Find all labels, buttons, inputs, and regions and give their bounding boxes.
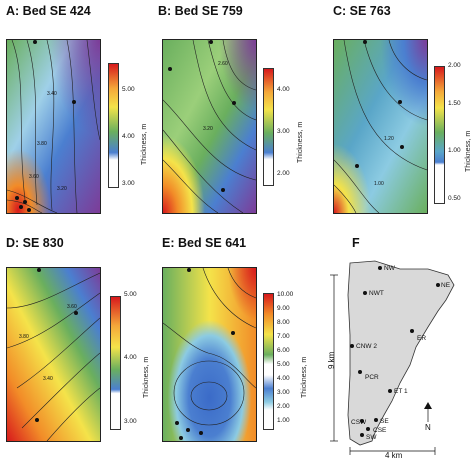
contour-label: 3.40 bbox=[47, 91, 57, 97]
panel-e-tick-7: 3.00 bbox=[277, 389, 290, 396]
site-label-et1: ET 1 bbox=[394, 388, 408, 395]
panel-e-tick-2: 8.00 bbox=[277, 319, 290, 326]
panel-c-tick-1: 1.50 bbox=[448, 100, 461, 107]
panel-f-title: F bbox=[352, 236, 360, 250]
panel-d-tick-0: 5.00 bbox=[124, 291, 137, 298]
contour-label: 3.60 bbox=[67, 304, 77, 310]
panel-d-colorbar bbox=[110, 296, 121, 430]
panel-d-tick-1: 4.00 bbox=[124, 354, 137, 361]
panel-c-colorbar-label: Thickness, m bbox=[465, 130, 472, 172]
panel-c-map: 1.20 1.00 bbox=[333, 39, 428, 214]
panel-b-tick-2: 2.00 bbox=[277, 170, 290, 177]
contour-label: 3.40 bbox=[43, 376, 53, 382]
panel-c-title: C: SE 763 bbox=[333, 4, 391, 18]
panel-e-tick-5: 5.00 bbox=[277, 361, 290, 368]
panel-c-tick-3: 0.50 bbox=[448, 195, 461, 202]
panel-e-tick-3: 7.00 bbox=[277, 333, 290, 340]
panel-b-tick-0: 4.00 bbox=[277, 86, 290, 93]
contour-label: 3.60 bbox=[29, 174, 39, 180]
contour-label: 3.20 bbox=[57, 186, 67, 192]
panel-e-colorbar bbox=[263, 293, 274, 430]
panel-e-tick-8: 2.00 bbox=[277, 403, 290, 410]
panel-d-map: 3.60 3.80 3.40 bbox=[6, 267, 101, 442]
panel-c-tick-2: 1.00 bbox=[448, 147, 461, 154]
panel-d-title: D: SE 830 bbox=[6, 236, 64, 250]
site-label-cse: CSE bbox=[373, 427, 387, 434]
panel-e-title: E: Bed SE 641 bbox=[162, 236, 247, 250]
panel-e-tick-6: 4.00 bbox=[277, 375, 290, 382]
panel-e-tick-4: 6.00 bbox=[277, 347, 290, 354]
panel-a-colorbar bbox=[108, 63, 119, 188]
panel-b-colorbar-label: Thickness, m bbox=[297, 121, 304, 163]
site-label-er: ER bbox=[417, 335, 427, 342]
site-label-ne: NE bbox=[441, 282, 451, 289]
panel-e-map bbox=[162, 267, 257, 442]
scale-horizontal-label: 4 km bbox=[385, 451, 403, 460]
panel-a-tick-2: 3.00 bbox=[122, 180, 135, 187]
contour-label: 3.80 bbox=[37, 141, 47, 147]
contour-label: 1.00 bbox=[374, 181, 384, 187]
site-map bbox=[320, 255, 470, 457]
panel-c-colorbar bbox=[434, 66, 445, 204]
contour-label: 1.20 bbox=[384, 136, 394, 142]
site-label-cnw2: CNW 2 bbox=[356, 343, 377, 350]
contour-label: 2.60 bbox=[218, 61, 228, 67]
panel-e-colorbar-label: Thickness, m bbox=[301, 356, 308, 398]
site-label-nw: NW bbox=[384, 265, 395, 272]
panel-b-title: B: Bed SE 759 bbox=[158, 4, 243, 18]
panel-e-tick-9: 1.00 bbox=[277, 417, 290, 424]
panel-a-title: A: Bed SE 424 bbox=[6, 4, 91, 18]
panel-a-tick-1: 4.00 bbox=[122, 133, 135, 140]
site-label-sw: SW bbox=[366, 434, 377, 441]
panel-a-map: 3.40 3.80 3.60 3.20 bbox=[6, 39, 101, 214]
north-label: N bbox=[425, 423, 431, 432]
panel-e-tick-1: 9.00 bbox=[277, 305, 290, 312]
contour-label: 3.80 bbox=[19, 334, 29, 340]
panel-b-colorbar bbox=[263, 68, 274, 186]
panel-b-tick-1: 3.00 bbox=[277, 128, 290, 135]
scale-vertical-label: 9 km bbox=[327, 351, 336, 369]
site-label-pcr: PCR bbox=[365, 374, 379, 381]
panel-d-colorbar-label: Thickness, m bbox=[143, 356, 150, 398]
site-label-se: SE bbox=[380, 418, 389, 425]
panel-e-tick-0: 10.00 bbox=[277, 291, 294, 298]
panel-d-tick-2: 3.00 bbox=[124, 418, 137, 425]
contour-label: 3.20 bbox=[203, 126, 213, 132]
site-label-nwt: NWT bbox=[369, 290, 384, 297]
panel-a-tick-0: 5.00 bbox=[122, 86, 135, 93]
panel-a-colorbar-label: Thickness, m bbox=[141, 123, 148, 165]
panel-c-tick-0: 2.00 bbox=[448, 62, 461, 69]
panel-b-map: 2.60 3.20 bbox=[162, 39, 257, 214]
site-label-csw: CSW bbox=[351, 419, 367, 426]
